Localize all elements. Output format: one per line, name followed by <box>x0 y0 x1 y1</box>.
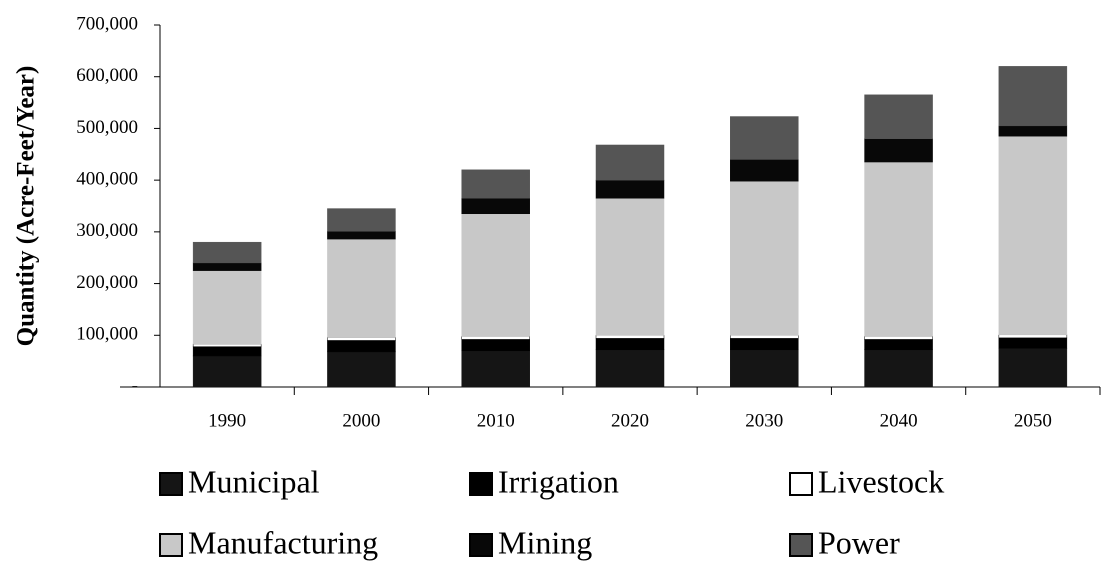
legend-label: Power <box>818 524 900 560</box>
bar-segment <box>192 355 262 388</box>
bar-segment <box>595 197 665 336</box>
bar-segment <box>730 116 799 160</box>
bar-segment <box>864 339 933 351</box>
bar-segment <box>327 340 396 353</box>
bar-segment <box>998 347 1068 388</box>
legend-swatch <box>469 472 493 496</box>
bar-segment <box>327 231 396 240</box>
bar-segment <box>595 179 665 199</box>
bar-segment <box>327 337 396 341</box>
bar-segment <box>998 337 1068 349</box>
bar-segment <box>730 338 799 351</box>
y-tick-label: - <box>132 375 138 396</box>
bar-segment <box>998 66 1068 127</box>
bar-segment <box>864 336 933 340</box>
y-tick-label: 600,000 <box>76 65 138 86</box>
bar-segment <box>327 208 396 232</box>
legend-swatch <box>159 533 183 557</box>
y-axis-title: Quantity (Acre-Feet/Year) <box>13 66 40 347</box>
legend-swatch <box>159 472 183 496</box>
bar-segment <box>461 213 530 337</box>
bar-segment <box>192 346 262 357</box>
legend-label: Manufacturing <box>188 524 378 560</box>
bar-segment <box>730 335 799 339</box>
bar-segment <box>864 349 933 388</box>
bar-segment <box>730 349 799 388</box>
bar-segment <box>192 241 262 264</box>
bar-segment <box>998 334 1068 339</box>
x-tick-label: 2010 <box>477 410 515 431</box>
bar-segment <box>595 144 665 181</box>
bar-segment <box>461 350 530 388</box>
legend-label: Livestock <box>818 463 944 499</box>
bar-segment <box>192 343 262 347</box>
y-tick-label: 700,000 <box>76 13 138 34</box>
bar-segment <box>998 125 1068 137</box>
bar-segment <box>461 169 530 199</box>
bar-segment <box>595 335 665 339</box>
y-tick-label: 400,000 <box>76 169 138 190</box>
legend-label: Irrigation <box>498 463 619 499</box>
bar-segment <box>595 338 665 351</box>
bar-segment <box>327 238 396 338</box>
x-tick-label: 2030 <box>745 410 783 431</box>
bar-segment <box>864 161 933 337</box>
bar-segment <box>998 135 1068 336</box>
bar-segment <box>864 94 933 140</box>
legend-swatch <box>469 533 493 557</box>
bar-segment <box>192 262 262 271</box>
bar-segment <box>730 180 799 336</box>
legend-swatch <box>789 533 813 557</box>
x-tick-label: 2020 <box>611 410 649 431</box>
bar-segment <box>730 159 799 182</box>
y-tick-label: 300,000 <box>76 220 138 241</box>
x-tick-label: 2040 <box>880 410 918 431</box>
bar-segment <box>192 270 262 345</box>
bar-segment <box>461 336 530 340</box>
bar-segment <box>595 349 665 388</box>
legend-label: Mining <box>498 524 592 560</box>
y-tick-label: 100,000 <box>76 324 138 345</box>
x-tick-label: 2000 <box>342 410 380 431</box>
x-tick-label: 2050 <box>1014 410 1052 431</box>
bar-segment <box>327 351 396 388</box>
x-tick-label: 1990 <box>208 410 246 431</box>
bar-segment <box>461 197 530 215</box>
bar-segment <box>864 138 933 163</box>
bar-segment <box>461 339 530 352</box>
y-tick-label: 500,000 <box>76 117 138 138</box>
y-tick-label: 200,000 <box>76 272 138 293</box>
legend-swatch <box>789 472 813 496</box>
legend-label: Municipal <box>188 463 320 499</box>
